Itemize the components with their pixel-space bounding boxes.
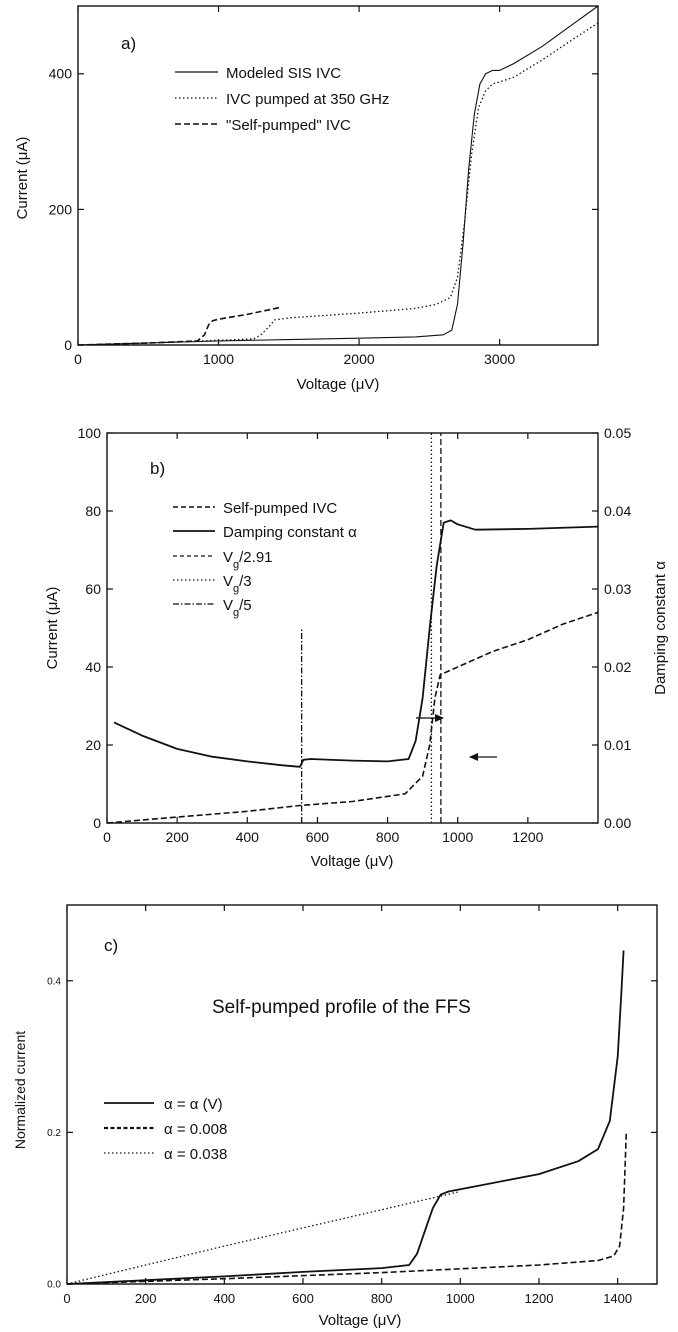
panel-b-x-label: Voltage (μV): [311, 853, 394, 870]
legend-label-alpha-v: α = α (V): [164, 1096, 223, 1113]
panel-b-y-tick-label: 40: [85, 659, 101, 675]
panel-c-ticks: 0 200 400 600 800 1000 1200 1400 0.0 0.2 0.4: [47, 905, 657, 1306]
panel-b-y-label: Current (μA): [44, 587, 61, 670]
legend-label-alpha-0038: α = 0.038: [164, 1146, 227, 1163]
panel-a-label: a): [121, 34, 136, 53]
panel-c-series: [66, 950, 628, 1285]
panel-b-y-tick-label: 0: [93, 815, 101, 831]
panel-a-series-line-1: [77, 22, 599, 346]
panel-a-series-line-0: [77, 5, 599, 346]
panel-c-x-tick-label: 200: [135, 1291, 157, 1306]
legend-label-vg-2-91: Vg/2.91: [223, 549, 273, 571]
panel-c-series-line-2: [66, 1190, 461, 1285]
legend-label-vg-5: Vg/5: [223, 597, 252, 619]
panel-b-y-tick-label: 100: [78, 425, 102, 441]
panel-b-y-tick-label: 80: [85, 503, 101, 519]
panel-a-series-line-2: [77, 306, 280, 346]
panel-b-y2-tick-label: 0.04: [604, 503, 631, 519]
panel-b-x-tick-label: 1200: [512, 829, 543, 845]
panel-a-x-tick-label: 2000: [344, 351, 375, 367]
panel-b-series-line-1: [113, 519, 599, 768]
panel-b-x-tick-label: 800: [376, 829, 400, 845]
panel-c-x-tick-label: 400: [213, 1291, 235, 1306]
panel-b-x-tick-label: 200: [165, 829, 189, 845]
panel-a-ticks: 0 1000 2000 3000 0 200 400: [49, 6, 598, 367]
panel-c-legend: α = α (V) α = 0.008 α = 0.038: [104, 1096, 227, 1163]
panel-b-y2-tick-label: 0.01: [604, 737, 631, 753]
panel-b-y2-label: Damping constant α: [652, 561, 669, 695]
panel-a-x-label: Voltage (μV): [297, 376, 380, 393]
legend-label-damping: Damping constant α: [223, 524, 357, 541]
legend-label-alpha-0008: α = 0.008: [164, 1121, 227, 1138]
panel-b-series: [106, 433, 599, 824]
panel-c-y-label: Normalized current: [12, 1031, 28, 1149]
panel-a-x-tick-label: 1000: [203, 351, 234, 367]
panel-a: 0 1000 2000 3000 0 200 400 a) Voltage (μV) Cur…: [14, 5, 599, 393]
panel-c-y-tick-label: 0.2: [47, 1128, 61, 1139]
panel-c-title: Self-pumped profile of the FFS: [212, 997, 471, 1018]
panel-c-x-tick-label: 1000: [446, 1291, 475, 1306]
panel-c-y-tick-label: 0.0: [47, 1280, 61, 1291]
panel-c-y-tick-label: 0.4: [47, 976, 61, 987]
legend-label-self-pumped: "Self-pumped" IVC: [226, 117, 351, 134]
legend-label-vg-3: Vg/3: [223, 573, 252, 595]
panel-c-series-line-1: [66, 1132, 628, 1285]
panel-c-x-label: Voltage (μV): [319, 1312, 402, 1329]
panel-c-plot-frame: [66, 904, 658, 1285]
panel-c-x-tick-label: 800: [371, 1291, 393, 1306]
panel-b-series-line-0: [106, 611, 599, 824]
panel-b-y2-tick-label: 0.02: [604, 659, 631, 675]
panel-a-legend: Modeled SIS IVC IVC pumped at 350 GHz "S…: [175, 65, 389, 134]
panel-a-plot-frame: [77, 5, 599, 346]
panel-c-label: c): [104, 936, 118, 955]
panel-b: 0 200 400 600 800 1000 1200 0 20 40 60 80 100 0.00 0.0…: [44, 425, 669, 870]
panel-b-ticks: 0 200 400 600 800 1000 1200 0 20 40 60 80 100 0.00 0.0…: [78, 425, 632, 845]
legend-label-modeled: Modeled SIS IVC: [226, 65, 341, 82]
panel-a-y-tick-label: 200: [49, 201, 73, 217]
panel-b-x-tick-label: 1000: [442, 829, 473, 845]
panel-b-x-tick-label: 600: [306, 829, 330, 845]
panel-b-legend: Self-pumped IVC Damping constant α Vg/2.…: [173, 500, 357, 619]
panel-b-y2-tick-label: 0.05: [604, 425, 631, 441]
panel-b-x-tick-label: 0: [103, 829, 111, 845]
panel-a-y-tick-label: 0: [64, 337, 72, 353]
panel-a-y-tick-label: 400: [49, 66, 73, 82]
panel-b-y-tick-label: 60: [85, 581, 101, 597]
panel-c-series-line-0: [66, 950, 625, 1285]
panel-b-label: b): [150, 459, 165, 478]
legend-label-self-pumped-ivc: Self-pumped IVC: [223, 500, 337, 517]
panel-b-x-tick-label: 400: [236, 829, 260, 845]
panel-c-x-tick-label: 600: [292, 1291, 314, 1306]
panel-b-plot-frame: [106, 432, 599, 824]
panel-b-y2-tick-label: 0.03: [604, 581, 631, 597]
panel-a-x-tick-label: 0: [74, 351, 82, 367]
panel-c-x-tick-label: 1400: [603, 1291, 632, 1306]
panel-b-y2-tick-label: 0.00: [604, 815, 631, 831]
panel-c-x-tick-label: 0: [63, 1291, 70, 1306]
panel-b-y-tick-label: 20: [85, 737, 101, 753]
legend-label-pumped: IVC pumped at 350 GHz: [226, 91, 389, 108]
panel-a-x-tick-label: 3000: [484, 351, 515, 367]
panel-c-x-tick-label: 1200: [525, 1291, 554, 1306]
panel-a-series: [77, 5, 599, 346]
panel-c: 0 200 400 600 800 1000 1200 1400 0.0 0.2 0.4 c) Se…: [12, 904, 658, 1329]
panel-a-y-label: Current (μA): [14, 137, 31, 220]
